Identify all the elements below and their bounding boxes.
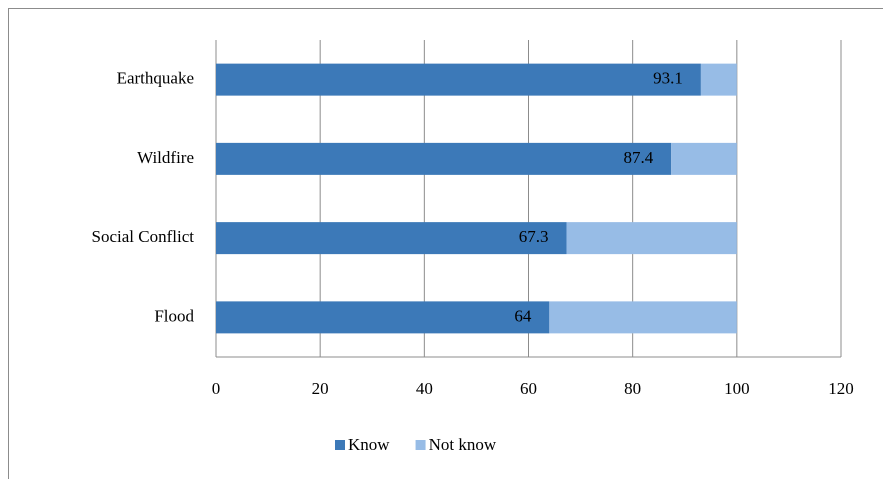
chart-frame: [8, 8, 883, 479]
bar-segment: [216, 142, 672, 175]
data-label: 87.4: [623, 148, 653, 167]
x-tick-label: 20: [312, 379, 329, 398]
y-tick-label: Earthquake: [117, 69, 194, 88]
data-label: 67.3: [519, 227, 549, 246]
bar-segment: [216, 301, 550, 334]
data-label: 93.1: [653, 69, 683, 88]
x-tick-label: 60: [520, 379, 537, 398]
data-label: 64: [514, 306, 532, 325]
legend-label: Know: [348, 435, 390, 454]
x-tick-label: 40: [416, 379, 433, 398]
bar-segment: [549, 301, 737, 334]
x-tick-label: 100: [724, 379, 750, 398]
legend-swatch: [335, 440, 345, 450]
y-tick-label: Social Conflict: [92, 227, 195, 246]
bar-segment: [216, 63, 701, 96]
y-tick-label: Wildfire: [137, 148, 194, 167]
x-tick-label: 80: [624, 379, 641, 398]
bar-segment: [671, 142, 737, 175]
bar-segment: [700, 63, 737, 96]
x-tick-label: 0: [212, 379, 221, 398]
bar-segment: [216, 222, 567, 255]
legend-swatch: [415, 440, 426, 450]
bar-segment: [566, 222, 737, 255]
legend-label: Not know: [429, 435, 497, 454]
y-tick-label: Flood: [154, 306, 194, 325]
x-tick-label: 120: [828, 379, 854, 398]
